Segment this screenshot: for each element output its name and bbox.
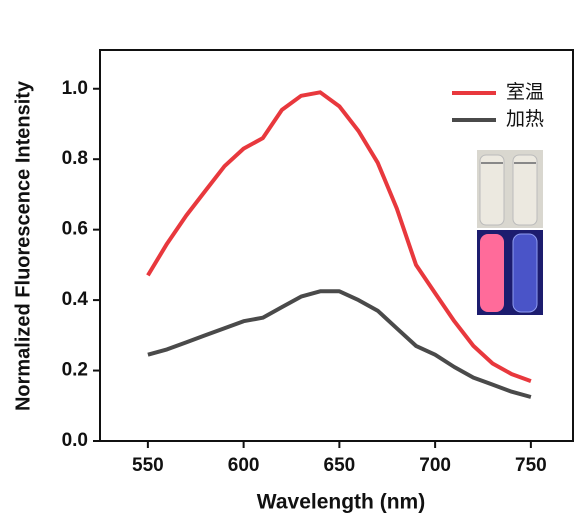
series-line — [147, 289, 532, 399]
x-tick-label: 750 — [515, 455, 547, 476]
y-tick-label: 0.0 — [62, 430, 88, 451]
y-tick-label: 1.0 — [62, 78, 88, 99]
y-tick-label: 0.4 — [62, 289, 89, 310]
inset-photo — [477, 150, 543, 315]
y-tick-label: 0.8 — [62, 148, 88, 169]
x-tick-label: 700 — [419, 455, 451, 476]
y-axis-label: Normalized Fluorescence Intensity — [12, 80, 34, 411]
y-tick-label: 0.2 — [62, 360, 88, 381]
x-tick-label: 600 — [228, 455, 260, 476]
y-tick-label: 0.6 — [62, 219, 88, 240]
x-axis-label: Wavelength (nm) — [257, 491, 425, 514]
legend-label: 加热 — [506, 108, 544, 130]
x-tick-label: 650 — [324, 455, 356, 476]
x-tick-label: 550 — [132, 455, 164, 476]
series-line — [146, 90, 532, 383]
plot-frame — [99, 49, 574, 442]
legend-label: 室温 — [506, 81, 544, 103]
